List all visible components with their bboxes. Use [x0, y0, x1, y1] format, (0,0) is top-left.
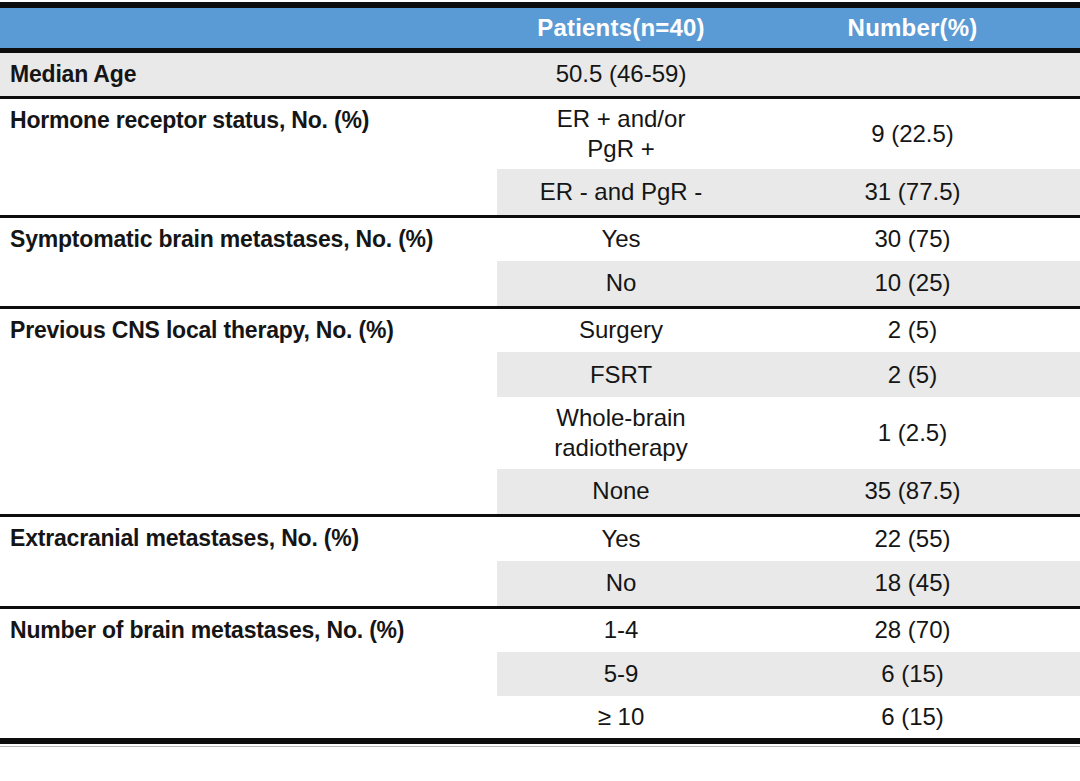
cell-median-age-value: 50.5 (46-59): [497, 50, 745, 97]
row-label-extracranial-metastases: Extracranial metastases, No. (%): [0, 515, 497, 607]
bottom-hairline-rule: [0, 746, 1080, 747]
table-row: Symptomatic brain metastases, No. (%) Ye…: [0, 216, 1080, 261]
cell-extracranial-yes-label: Yes: [497, 515, 745, 561]
cell-mets-5-9-label: 5-9: [497, 652, 745, 696]
cell-extracranial-yes-number: 22 (55): [745, 515, 1080, 561]
header-number-cell: Number(%): [745, 8, 1080, 50]
cell-mets-5-9-number: 6 (15): [745, 652, 1080, 696]
cell-symptomatic-no-number: 10 (25): [745, 261, 1080, 307]
cell-none-number: 35 (87.5): [745, 469, 1080, 515]
cell-symptomatic-no-label: No: [497, 261, 745, 307]
cell-whole-brain-radiotherapy-number: 1 (2.5): [745, 397, 1080, 469]
row-label-hormone-receptor-status: Hormone receptor status, No. (%): [0, 97, 497, 216]
patient-characteristics-page: Patients(n=40) Number(%) Median Age 50.5…: [0, 0, 1080, 781]
cell-surgery-number: 2 (5): [745, 307, 1080, 352]
cell-fsrt-label: FSRT: [497, 352, 745, 397]
header-patients-cell: Patients(n=40): [497, 8, 745, 50]
cell-mets-1-4-label: 1-4: [497, 607, 745, 652]
cell-whole-brain-radiotherapy-label: Whole-brain radiotherapy: [497, 397, 745, 469]
table-row: Previous CNS local therapy, No. (%) Surg…: [0, 307, 1080, 352]
row-label-median-age: Median Age: [0, 50, 497, 97]
cell-mets-10-plus-number: 6 (15): [745, 696, 1080, 738]
table-row: Number of brain metastases, No. (%) 1-4 …: [0, 607, 1080, 652]
cell-extracranial-no-label: No: [497, 561, 745, 607]
cell-mets-1-4-number: 28 (70): [745, 607, 1080, 652]
cell-none-label: None: [497, 469, 745, 515]
table-row: Extracranial metastases, No. (%) Yes 22 …: [0, 515, 1080, 561]
header-empty-cell: [0, 8, 497, 50]
row-label-symptomatic-brain-metastases: Symptomatic brain metastases, No. (%): [0, 216, 497, 307]
table-row: Median Age 50.5 (46-59): [0, 50, 1080, 97]
table-row: Hormone receptor status, No. (%) ER + an…: [0, 97, 1080, 169]
table-header-row: Patients(n=40) Number(%): [0, 8, 1080, 50]
cell-mets-10-plus-label: ≥ 10: [497, 696, 745, 738]
cell-symptomatic-yes-number: 30 (75): [745, 216, 1080, 261]
cell-surgery-label: Surgery: [497, 307, 745, 352]
row-label-previous-cns-local-therapy: Previous CNS local therapy, No. (%): [0, 307, 497, 515]
cell-fsrt-number: 2 (5): [745, 352, 1080, 397]
cell-extracranial-no-number: 18 (45): [745, 561, 1080, 607]
cell-er-negative-label: ER - and PgR -: [497, 169, 745, 216]
cell-er-positive-number: 9 (22.5): [745, 97, 1080, 169]
patient-characteristics-table: Patients(n=40) Number(%) Median Age 50.5…: [0, 8, 1080, 738]
patient-characteristics-table-frame: Patients(n=40) Number(%) Median Age 50.5…: [0, 2, 1080, 744]
cell-symptomatic-yes-label: Yes: [497, 216, 745, 261]
cell-er-negative-number: 31 (77.5): [745, 169, 1080, 216]
row-label-number-of-brain-metastases: Number of brain metastases, No. (%): [0, 607, 497, 738]
cell-er-positive-label: ER + and/or PgR +: [497, 97, 745, 169]
cell-median-age-number: [745, 50, 1080, 97]
